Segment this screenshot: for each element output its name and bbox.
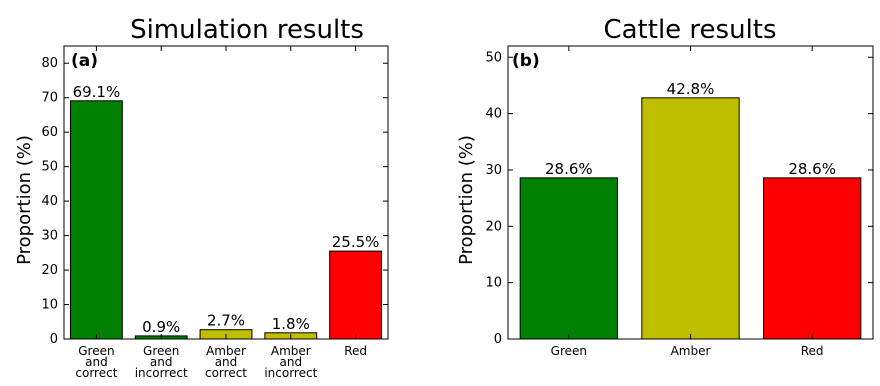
- bars-a: 69.1% 0.9% 2.7% 1.8% 25.5%: [69, 83, 383, 340]
- x-tick-label-a-4-0: Red: [344, 344, 367, 358]
- y-tick-label-b-4: 40: [485, 107, 502, 122]
- panel-label-a: (a): [71, 51, 98, 71]
- data-label-b-1: 42.8%: [667, 80, 715, 98]
- x-tick-label-a-2-0: Amber: [206, 344, 246, 358]
- y-tick-label-a-5: 50: [41, 160, 58, 175]
- x-tick-label-a-2-1: and: [215, 355, 238, 369]
- y-tick-label-a-6: 60: [41, 125, 58, 140]
- y-tick-label-a-8: 80: [41, 56, 58, 71]
- y-tick-label-a-0: 0: [50, 332, 58, 347]
- chart-title-b: Cattle results: [603, 15, 776, 45]
- bar-b-2: [763, 177, 862, 340]
- data-label-a-3: 1.8%: [272, 315, 310, 333]
- y-tick-label-a-4: 40: [41, 194, 58, 209]
- chart-title-a: Simulation results: [130, 15, 364, 45]
- y-axis-label-a: Proportion (%): [14, 135, 35, 265]
- x-tick-label-b-0-0: Green: [551, 344, 587, 358]
- data-label-a-0: 69.1%: [73, 83, 121, 101]
- bar-a-4: [329, 250, 383, 340]
- data-label-b-0: 28.6%: [545, 160, 593, 178]
- data-label-a-1: 0.9%: [142, 318, 180, 336]
- x-tick-label-a-0-1: and: [85, 355, 108, 369]
- bar-a-0: [69, 100, 123, 340]
- y-tick-label-b-3: 30: [485, 163, 502, 178]
- y-tick-label-b-1: 10: [485, 276, 502, 291]
- y-tick-label-a-3: 30: [41, 229, 58, 244]
- panel-cattle: Cattle results Proportion (%) 28.6% 42.8%…: [456, 15, 874, 358]
- y-tick-label-b-2: 20: [485, 219, 502, 234]
- plot-frame-b: [507, 45, 874, 340]
- x-tick-label-a-1-1: and: [150, 355, 173, 369]
- y-axis-label-b: Proportion (%): [456, 135, 477, 265]
- x-tick-label-a-0-2: correct: [75, 366, 117, 380]
- x-tick-label-a-1-2: incorrect: [135, 366, 188, 380]
- plot-frame-a: [63, 45, 389, 340]
- data-label-a-4: 25.5%: [332, 233, 380, 251]
- y-tick-label-a-7: 70: [41, 91, 58, 106]
- data-label-b-2: 28.6%: [788, 160, 836, 178]
- panel-label-b: (b): [512, 51, 540, 71]
- x-tick-label-a-0-0: Green: [78, 344, 114, 358]
- x-tick-label-a-3-1: and: [280, 355, 303, 369]
- x-tick-label-a-1-0: Green: [143, 344, 179, 358]
- panel-simulation: Simulation results Proportion (%) 69.1% 0…: [14, 15, 389, 380]
- x-tick-label-b-2-0: Red: [801, 344, 824, 358]
- x-tick-label-a-3-0: Amber: [271, 344, 311, 358]
- y-tick-label-a-1: 10: [41, 298, 58, 313]
- x-tick-label-a-3-2: incorrect: [264, 366, 317, 380]
- bar-b-1: [641, 97, 740, 340]
- axes-a: GreenandcorrectGreenandincorrectAmberand…: [41, 45, 389, 380]
- x-tick-label-b-1-0: Amber: [671, 344, 711, 358]
- bar-b-0: [519, 177, 619, 340]
- x-tick-label-a-2-2: correct: [205, 366, 247, 380]
- y-tick-label-b-5: 50: [485, 50, 502, 65]
- axes-b: Green Amber Red 0 10 20 30 40 50: [485, 45, 874, 358]
- y-tick-label-b-0: 0: [494, 332, 502, 347]
- bars-b: 28.6% 42.8% 28.6%: [519, 80, 862, 340]
- data-label-a-2: 2.7%: [207, 312, 245, 330]
- y-tick-label-a-2: 20: [41, 263, 58, 278]
